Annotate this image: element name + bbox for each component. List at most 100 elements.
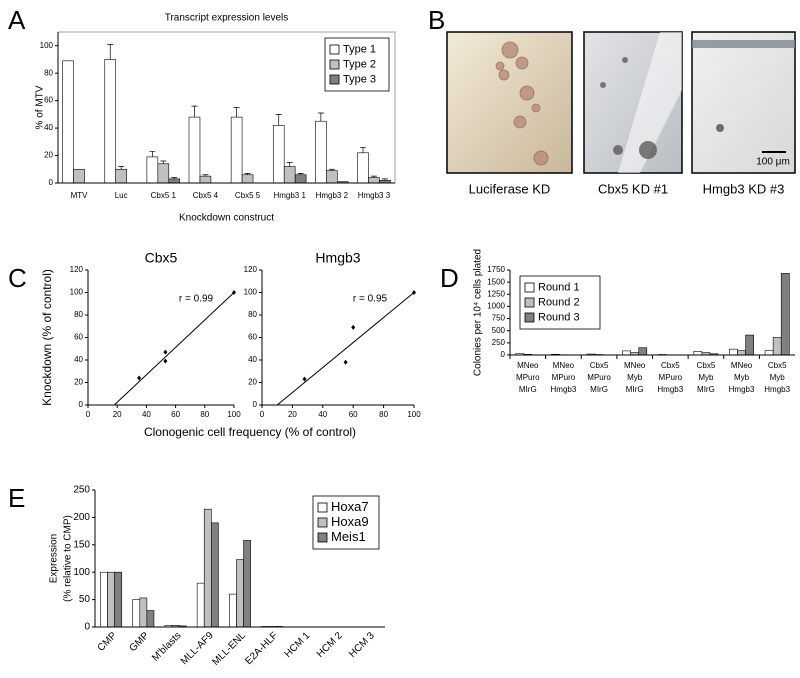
colony [716, 124, 724, 132]
x-tick-label: 60 [171, 410, 180, 419]
y-tick-label: 120 [244, 265, 258, 274]
chart-title: Transcript expression levels [165, 13, 289, 24]
y-axis-label: % of MTV [35, 85, 46, 129]
x-tick-label: HCM 3 [347, 630, 377, 660]
y-tick-label: 0 [501, 350, 506, 359]
y-tick-label: 150 [73, 539, 90, 550]
x-tick-label: Cbx5 4 [193, 191, 219, 200]
bar [729, 348, 738, 356]
y-tick-label: 1250 [487, 289, 505, 298]
x-tick-label: 100 [227, 410, 241, 419]
x-tick-label: Cbx5 [661, 361, 680, 370]
bar [764, 350, 774, 356]
error-bar [359, 146, 366, 153]
bar [368, 177, 380, 184]
colony [501, 41, 519, 59]
bar [622, 350, 631, 356]
y-tick-label: 250 [73, 485, 90, 496]
error-bar [381, 178, 388, 181]
bar [188, 116, 201, 184]
colony [519, 85, 535, 101]
x-tick-label: 20 [288, 410, 297, 419]
y-tick-label: 50 [79, 594, 91, 605]
bar [745, 334, 754, 356]
y-tick-label: 100 [73, 567, 90, 578]
micrograph [691, 31, 796, 174]
legend-label: Round 1 [538, 281, 580, 293]
legend-label: Hoxa9 [331, 514, 369, 529]
y-axis-label: Colonies per 10⁴ cells plated [473, 249, 484, 376]
error-bar [370, 175, 377, 178]
y-tick-label: 750 [492, 314, 506, 323]
x-tick-label: HCM 2 [315, 630, 345, 660]
y-tick-label: 100 [244, 288, 258, 297]
legend-label: Round 2 [538, 296, 580, 308]
bar [243, 540, 251, 628]
error-bar [202, 174, 209, 177]
x-tick-label: 60 [349, 410, 358, 419]
chart-title: Cbx5 [145, 250, 178, 266]
colony [513, 115, 527, 129]
bar [139, 597, 148, 628]
legend-label: Type 3 [343, 73, 376, 85]
x-tick-label: MPuro [587, 373, 611, 382]
bar [115, 168, 127, 184]
x-tick-label: 0 [260, 410, 265, 419]
x-tick-label: Cbx5 1 [151, 191, 177, 200]
bar [196, 582, 205, 628]
image-caption: Luciferase KD [469, 181, 551, 196]
panel-letter: C [8, 263, 27, 293]
x-tick-label: E2A-HLF [243, 630, 280, 667]
y-tick-label: 40 [44, 123, 53, 132]
legend-swatch [317, 532, 328, 543]
x-tick-label: 100 [407, 410, 421, 419]
error-bar [171, 177, 178, 179]
x-tick-label: Hmgb3 3 [358, 191, 391, 200]
bar [772, 337, 782, 356]
x-tick-label: Myb [627, 373, 643, 382]
x-tick-label: MTV [71, 191, 89, 200]
bar [272, 125, 285, 184]
colony [495, 61, 505, 71]
x-tick-label: MNeo [553, 361, 575, 370]
x-tick-label: Hmgb3 2 [316, 191, 349, 200]
bar [211, 522, 219, 628]
x-axis-label: Clonogenic cell frequency (% of control) [144, 425, 356, 439]
colony [613, 145, 623, 155]
y-tick-label: 1000 [487, 302, 505, 311]
colony [533, 150, 549, 166]
chart-title: Hmgb3 [315, 250, 360, 266]
legend-label: Round 3 [538, 311, 580, 323]
bar [780, 273, 790, 356]
y-tick-label: 60 [74, 333, 83, 342]
legend-swatch [329, 44, 340, 55]
error-bar [286, 162, 293, 167]
x-tick-label: Cbx5 [590, 361, 609, 370]
y-axis-label: Knockdown (% of control) [40, 269, 54, 406]
stripe [618, 32, 682, 173]
y-tick-label: 120 [70, 265, 84, 274]
legend-label: Type 1 [343, 43, 376, 55]
y-axis-label: Expression [49, 534, 60, 583]
point [163, 358, 168, 364]
x-tick-label: Hmgb3 1 [273, 191, 306, 200]
point [302, 376, 307, 382]
bar [357, 152, 369, 184]
trend-line [113, 292, 235, 406]
y-tick-label: 0 [84, 622, 90, 633]
x-tick-label: MNeo [731, 361, 753, 370]
bar [114, 571, 123, 628]
legend-label: Hoxa7 [331, 499, 369, 514]
legend-swatch [524, 297, 535, 308]
bar [241, 174, 254, 184]
y-tick-label: 250 [492, 338, 506, 347]
scale-bar-label: 100 μm [756, 157, 790, 168]
colony [622, 57, 628, 63]
bar [62, 60, 74, 184]
y-tick-label: 100 [70, 288, 84, 297]
bar [132, 599, 141, 628]
bar [326, 170, 338, 184]
x-tick-label: Myb [698, 373, 714, 382]
y-tick-label: 80 [248, 310, 257, 319]
y-axis-label: (% relative to CMP) [63, 515, 74, 602]
